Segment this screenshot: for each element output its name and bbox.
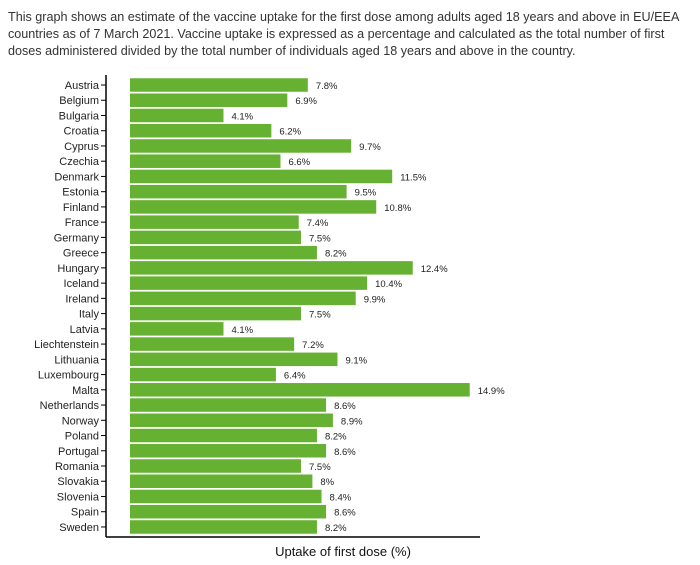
bar-bulgaria (130, 108, 224, 123)
category-label: Latvia (70, 324, 100, 336)
bar-hungary (130, 261, 413, 275)
bar-estonia (130, 184, 347, 199)
value-label: 7.4% (307, 218, 329, 229)
bar-netherlands (130, 398, 327, 412)
value-label: 7.2% (302, 340, 324, 351)
bar-malta (130, 383, 470, 397)
bar-poland (130, 428, 317, 443)
category-label: Lithuania (54, 354, 100, 366)
value-label: 6.6% (288, 157, 310, 168)
bar-liechtenstein (130, 337, 295, 351)
category-label: Italy (79, 309, 100, 321)
value-label: 8.4% (330, 492, 352, 503)
category-label: Norway (62, 415, 100, 427)
bar-spain (130, 504, 327, 519)
bar-cyprus (130, 139, 352, 153)
bar-portugal (130, 444, 327, 458)
value-label: 8.6% (334, 447, 356, 458)
bar-france (130, 215, 299, 229)
value-label: 12.4% (421, 264, 448, 275)
x-axis-label: Uptake of first dose (%) (275, 544, 411, 559)
category-label: Spain (71, 507, 99, 519)
bar-czechia (130, 154, 281, 168)
bar-iceland (130, 276, 368, 290)
value-label: 7.8% (316, 81, 338, 92)
bar-sweden (130, 520, 317, 534)
bar-luxembourg (130, 367, 276, 382)
bar-slovakia (130, 474, 313, 488)
bar-belgium (130, 93, 288, 107)
bar-austria (130, 78, 308, 92)
value-label: 4.1% (231, 111, 253, 122)
category-label: Germany (54, 232, 100, 244)
bar-germany (130, 230, 301, 245)
category-label: Cyprus (64, 141, 99, 153)
bar-norway (130, 413, 333, 428)
value-label: 8% (320, 477, 334, 488)
value-label: 7.5% (309, 233, 331, 244)
value-label: 11.5% (400, 172, 427, 183)
category-label: Austria (65, 80, 100, 92)
value-label: 9.5% (355, 188, 377, 199)
category-label: Greece (63, 248, 99, 260)
category-label: Bulgaria (59, 110, 100, 122)
category-label: Netherlands (40, 400, 100, 412)
category-label: Portugal (58, 446, 99, 458)
category-label: Belgium (59, 95, 99, 107)
bar-finland (130, 200, 377, 214)
category-label: Malta (72, 385, 100, 397)
value-label: 10.4% (375, 279, 402, 290)
value-label: 8.9% (341, 416, 363, 427)
bar-ireland (130, 291, 356, 306)
value-label: 4.1% (231, 325, 253, 336)
bar-romania (130, 459, 301, 473)
category-label: Ireland (65, 293, 99, 305)
value-label: 6.9% (295, 96, 317, 107)
bar-greece (130, 245, 317, 260)
value-label: 7.5% (309, 310, 331, 321)
category-label: France (65, 217, 99, 229)
chart-description: This graph shows an estimate of the vacc… (8, 10, 679, 58)
value-label: 14.9% (478, 386, 505, 397)
category-label: Czechia (59, 156, 100, 168)
category-label: Poland (65, 431, 99, 443)
category-label: Luxembourg (38, 370, 99, 382)
category-label: Denmark (54, 171, 99, 183)
bar-croatia (130, 123, 272, 138)
category-label: Iceland (64, 278, 99, 290)
category-label: Slovakia (57, 476, 99, 488)
category-label: Finland (63, 202, 99, 214)
value-label: 8.2% (325, 523, 347, 534)
value-label: 8.6% (334, 401, 356, 412)
category-label: Hungary (57, 263, 99, 275)
value-label: 9.1% (345, 355, 367, 366)
value-label: 9.9% (364, 294, 386, 305)
category-label: Sweden (59, 522, 99, 534)
bar-italy (130, 306, 301, 321)
value-label: 6.4% (284, 371, 306, 382)
value-label: 6.2% (279, 127, 301, 138)
bar-denmark (130, 169, 393, 184)
value-label: 8.2% (325, 432, 347, 443)
value-label: 9.7% (359, 142, 381, 153)
value-label: 10.8% (384, 203, 411, 214)
category-label: Liechtenstein (34, 339, 99, 351)
value-label: 8.2% (325, 249, 347, 260)
value-label: 7.5% (309, 462, 331, 473)
bar-lithuania (130, 352, 338, 367)
bar-latvia (130, 322, 224, 336)
category-label: Estonia (62, 187, 100, 199)
category-label: Romania (55, 461, 100, 473)
value-label: 8.6% (334, 508, 356, 519)
category-label: Croatia (64, 126, 100, 138)
bar-slovenia (130, 489, 322, 504)
category-label: Slovenia (57, 491, 100, 503)
